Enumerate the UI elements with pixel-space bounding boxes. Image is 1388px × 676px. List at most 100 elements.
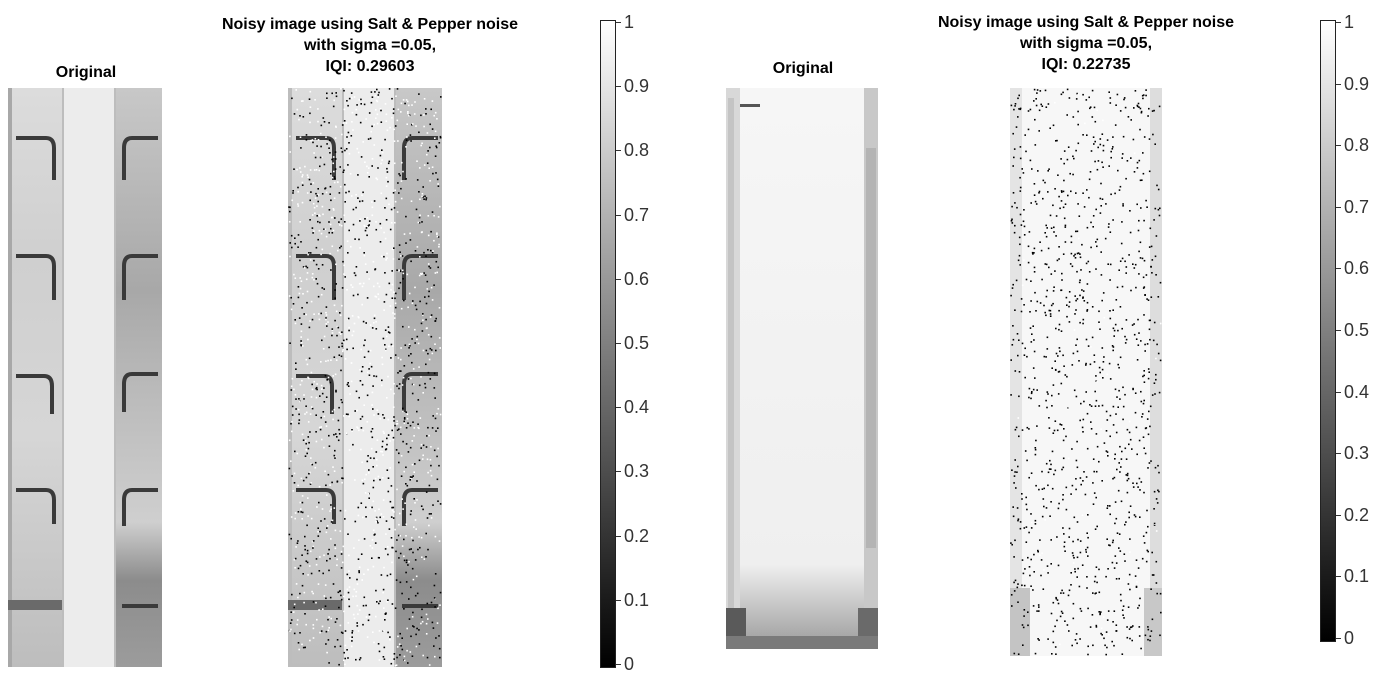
noise-pixel	[1055, 352, 1058, 355]
noise-pixel	[394, 189, 396, 191]
noise-pixel	[345, 191, 347, 194]
noise-pixel	[426, 602, 429, 605]
noise-pixel	[304, 545, 306, 547]
noise-pixel	[1062, 527, 1064, 529]
noise-pixel	[367, 225, 370, 227]
noise-pixel	[421, 458, 424, 460]
noise-pixel	[1050, 227, 1053, 229]
noise-pixel	[364, 339, 366, 341]
noise-pixel	[1095, 496, 1097, 499]
noise-pixel	[388, 332, 391, 334]
noise-pixel	[393, 317, 396, 319]
noise-pixel	[333, 433, 335, 436]
noise-pixel	[1073, 157, 1075, 160]
noise-pixel	[1147, 626, 1149, 628]
noise-pixel	[362, 604, 365, 607]
noise-pixel	[356, 104, 358, 106]
noise-pixel	[427, 471, 429, 474]
noise-pixel	[348, 554, 350, 557]
noise-pixel	[288, 295, 291, 297]
noise-pixel	[1099, 371, 1101, 374]
colorbar-tick-label: 0.4	[1344, 382, 1370, 402]
noise-pixel	[384, 138, 386, 141]
noise-pixel	[1108, 362, 1111, 365]
noise-pixel	[1020, 224, 1023, 226]
noise-pixel	[405, 139, 408, 141]
noise-pixel	[1034, 144, 1037, 146]
noise-pixel	[1081, 564, 1084, 566]
noise-pixel	[369, 457, 372, 459]
noise-pixel	[1121, 609, 1124, 611]
noise-pixel	[289, 622, 292, 624]
noise-pixel	[330, 199, 332, 202]
noise-pixel	[357, 506, 360, 509]
noise-pixel	[1086, 301, 1089, 304]
noise-pixel	[365, 516, 367, 518]
noise-pixel	[398, 270, 401, 273]
noise-pixel	[291, 405, 294, 408]
noise-pixel	[320, 312, 322, 315]
noise-pixel	[391, 297, 394, 299]
noise-pixel	[1093, 143, 1095, 145]
noise-pixel	[364, 263, 367, 265]
noise-pixel	[1056, 599, 1059, 601]
noise-pixel	[439, 604, 441, 606]
noise-pixel	[362, 623, 364, 626]
noise-pixel	[1051, 487, 1054, 490]
noise-pixel	[411, 123, 414, 125]
noise-pixel	[405, 571, 407, 574]
noise-pixel	[1018, 254, 1021, 257]
noise-pixel	[1146, 298, 1148, 300]
noise-pixel	[361, 194, 363, 197]
noise-pixel	[323, 554, 325, 557]
noise-pixel	[308, 441, 310, 444]
noise-pixel	[400, 255, 402, 257]
noise-pixel	[1087, 555, 1089, 557]
noise-pixel	[356, 625, 359, 627]
noise-pixel	[1145, 427, 1148, 429]
noise-pixel	[1119, 260, 1122, 262]
noise-pixel	[393, 140, 396, 142]
colorbar-tick-label: 0.6	[624, 269, 650, 289]
noise-pixel	[1047, 170, 1049, 172]
noise-pixel	[354, 274, 357, 277]
noise-pixel	[1121, 221, 1123, 223]
noise-pixel	[1010, 104, 1013, 107]
noise-pixel	[363, 538, 366, 540]
noise-pixel	[352, 595, 354, 598]
noise-pixel	[1087, 653, 1089, 656]
noise-pixel	[1091, 614, 1094, 616]
noise-pixel	[437, 266, 439, 269]
noise-pixel	[371, 158, 374, 160]
noise-pixel	[1013, 652, 1016, 655]
noise-pixel	[1087, 536, 1089, 539]
noise-pixel	[1109, 544, 1111, 547]
noise-pixel	[1147, 433, 1150, 436]
noise-pixel	[343, 89, 345, 92]
noise-pixel	[1095, 380, 1098, 382]
noise-pixel	[1051, 394, 1053, 397]
noise-pixel	[1122, 203, 1124, 205]
noise-pixel	[334, 456, 337, 458]
noise-pixel	[1145, 89, 1147, 91]
noise-pixel	[434, 272, 437, 274]
noise-pixel	[1103, 442, 1106, 444]
noise-pixel	[359, 247, 361, 249]
noise-pixel	[372, 408, 374, 410]
noise-pixel	[1086, 283, 1089, 285]
noise-pixel	[416, 592, 419, 595]
noise-pixel	[1028, 428, 1030, 430]
noise-pixel	[418, 222, 421, 224]
colorbar-tick-label: 0.8	[1344, 135, 1370, 155]
noise-pixel	[1016, 507, 1019, 509]
noise-pixel	[1013, 590, 1016, 592]
noise-pixel	[420, 505, 423, 507]
noise-pixel	[361, 303, 363, 306]
noise-pixel	[1124, 335, 1126, 338]
noise-pixel	[1129, 637, 1131, 640]
noise-pixel	[392, 112, 395, 115]
noise-pixel	[1017, 465, 1019, 468]
noise-pixel	[1013, 581, 1015, 584]
noise-pixel	[1062, 457, 1065, 460]
noise-pixel	[389, 467, 391, 469]
